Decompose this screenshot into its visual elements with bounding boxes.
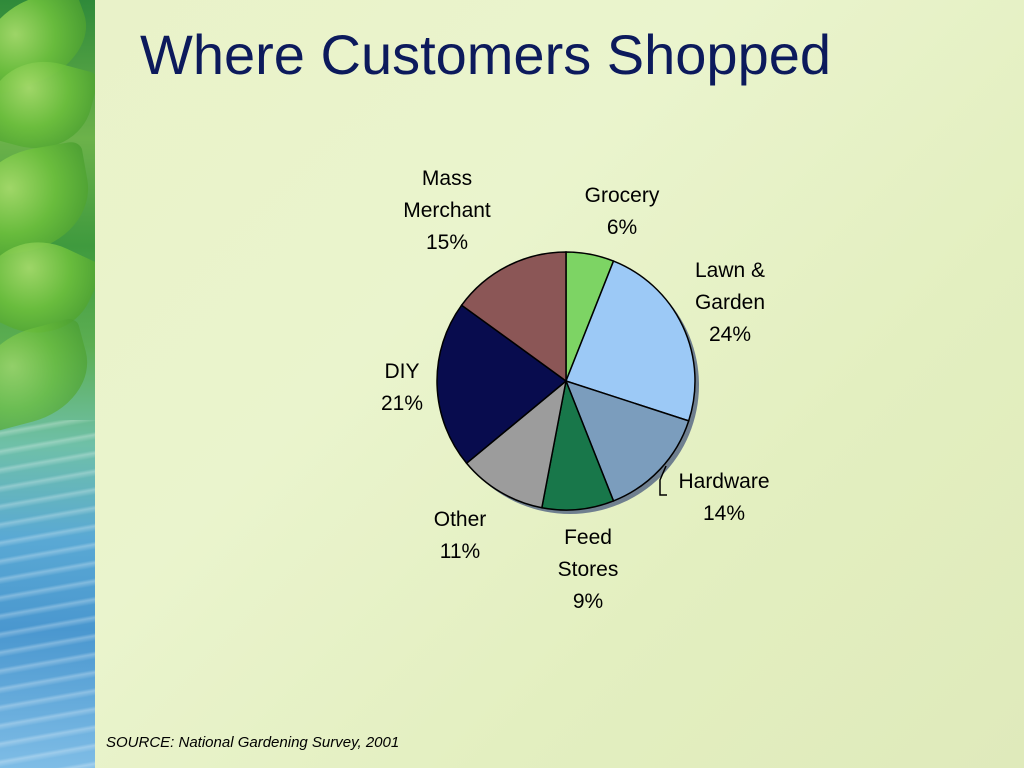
decorative-leaf-water-strip <box>0 0 95 768</box>
page-title: Where Customers Shopped <box>140 23 832 86</box>
source-note: SOURCE: National Gardening Survey, 2001 <box>106 734 400 751</box>
slice-label: Hardware 14% <box>678 470 769 525</box>
pie-slice <box>460 251 567 383</box>
slice-label: Other 11% <box>434 508 487 563</box>
pie-slice <box>465 379 568 509</box>
slice-label: Feed Stores 9% <box>558 526 619 613</box>
slice-label: DIY 21% <box>381 360 423 415</box>
hardware-leader-line <box>659 465 667 496</box>
pie-slice <box>565 260 696 422</box>
pie-slice <box>564 379 690 502</box>
pie-slice <box>436 304 568 465</box>
slice-label: Grocery 6% <box>585 184 660 239</box>
water-image <box>0 420 95 768</box>
slice-label: Lawn & Garden 24% <box>695 259 765 346</box>
slice-label: Mass Merchant 15% <box>403 167 491 254</box>
